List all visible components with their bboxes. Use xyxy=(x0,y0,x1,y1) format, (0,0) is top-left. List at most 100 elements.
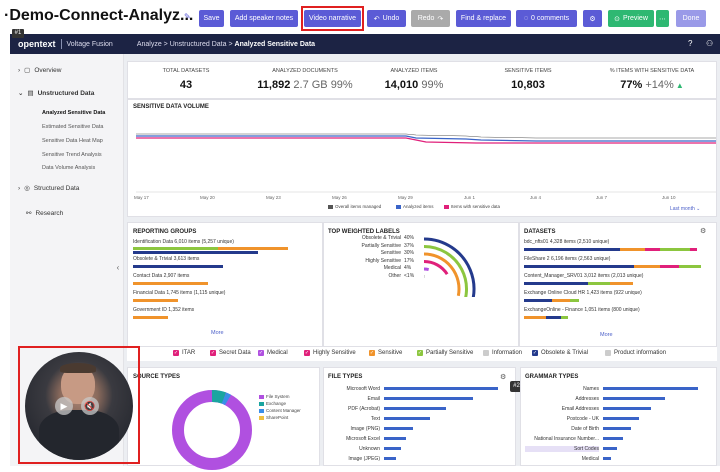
grammartype-label: Email Addresses xyxy=(525,406,599,412)
sidebar-sub-volume[interactable]: Data Volume Analysis xyxy=(42,165,95,171)
dataset-bar-segment xyxy=(610,282,632,285)
checkbox-icon: ✓ xyxy=(304,350,310,356)
filter-checkbox[interactable]: ✓Medical xyxy=(258,350,288,356)
dataset-bar-segment xyxy=(552,299,570,302)
filter-checkbox[interactable]: Information xyxy=(483,350,522,356)
legend-swatch xyxy=(259,416,264,420)
legend-overall[interactable]: Overall items managed xyxy=(328,204,381,209)
reporting-group-label[interactable]: Financial Data 1,745 items (1,115 unique… xyxy=(133,290,225,296)
grammartype-label: Date of Birth xyxy=(525,426,599,432)
dataset-label[interactable]: Content_Manager_SRV01 3,012 items (2,013… xyxy=(524,273,643,279)
play-icon[interactable]: ▶ xyxy=(55,397,73,415)
grammartype-bar xyxy=(603,407,651,410)
dataset-bar-segment xyxy=(660,265,678,268)
add-speaker-notes-button[interactable]: Add speaker notes xyxy=(230,10,298,27)
x-tick-label: May 23 xyxy=(266,195,281,200)
chevron-right-icon: › xyxy=(18,185,20,192)
checkbox-icon xyxy=(605,350,611,356)
comments-button[interactable]: ◌0 comments xyxy=(516,10,577,27)
redo-button[interactable]: Redo↷ xyxy=(411,10,450,27)
weighted-label: Medical xyxy=(384,265,401,271)
filter-checkbox[interactable]: ✓ITAR xyxy=(173,350,195,356)
dataset-label[interactable]: bdc_nfts01 4,328 items (2,510 unique) xyxy=(524,239,609,245)
filter-checkbox[interactable]: ✓Sensitive xyxy=(369,350,402,356)
legend-swatch xyxy=(328,205,333,209)
source-card: SOURCE TYPES File System Exchange Conten… xyxy=(127,367,320,466)
filetype-label: Unknown xyxy=(324,446,380,452)
legend-file-system[interactable]: File System xyxy=(259,394,290,399)
reporting-bar-blue xyxy=(133,251,258,254)
weighted-arc xyxy=(424,269,429,270)
legend-sensitive[interactable]: Items with sensitive data xyxy=(444,204,500,209)
filter-label: Secret Data xyxy=(219,350,251,356)
collapse-sidebar-icon[interactable]: ‹ xyxy=(113,263,123,275)
reporting-bar-orange xyxy=(218,247,288,250)
find-replace-button[interactable]: Find & replace xyxy=(456,10,511,27)
filter-checkbox[interactable]: Product information xyxy=(605,350,666,356)
weighted-label: Obsolete & Trivial xyxy=(362,235,401,241)
sidebar-item-unstructured[interactable]: ⌄▤Unstructured Data xyxy=(18,89,94,97)
sidebar-item-structured[interactable]: ›◎Structured Data xyxy=(18,184,79,192)
user-icon[interactable]: ⚇ xyxy=(706,39,713,48)
filetype-bar xyxy=(384,447,401,450)
edit-title-icon[interactable]: ✎ xyxy=(184,12,191,21)
reporting-bar xyxy=(133,282,208,285)
reporting-group-label[interactable]: Contact Data 2,907 items xyxy=(133,273,189,279)
sidebar-item-overview[interactable]: ›▢Overview xyxy=(18,66,61,74)
done-button[interactable]: Done xyxy=(676,10,706,27)
weighted-pct: 30% xyxy=(404,250,416,256)
sidebar-sub-analyzed[interactable]: Analyzed Sensitive Data xyxy=(42,110,105,116)
settings-button[interactable]: ⚙ xyxy=(583,10,602,27)
sidebar-sub-estimated[interactable]: Estimated Sensitive Data xyxy=(42,124,103,130)
settings-icon[interactable]: ⚙ xyxy=(700,227,706,235)
save-button[interactable]: Save xyxy=(199,10,224,27)
reporting-card: REPORTING GROUPS Identification Data 6,0… xyxy=(127,222,323,347)
breadcrumb-unstructured[interactable]: Unstructured Data xyxy=(170,41,227,48)
reporting-more-link[interactable]: More xyxy=(211,330,224,336)
legend-analyzed[interactable]: Analyzed items xyxy=(396,204,434,209)
filetype-label: Email xyxy=(324,396,380,402)
sidebar-sub-heatmap[interactable]: Sensitive Data Heat Map xyxy=(42,138,103,144)
filter-checkbox[interactable]: ✓Secret Data xyxy=(210,350,251,356)
reporting-group-label[interactable]: Government ID 1,352 items xyxy=(133,307,194,313)
reporting-group-label[interactable]: Identification Data 6,010 items (5,257 u… xyxy=(133,239,234,245)
legend-swatch xyxy=(396,205,401,209)
x-tick-label: Jun 4 xyxy=(530,195,541,200)
presenter-video[interactable]: ▶ 🔇 xyxy=(25,352,133,460)
filetype-bar xyxy=(384,457,396,460)
filter-label: Obsolete & Trivial xyxy=(541,350,588,356)
dataset-label[interactable]: Exchange Online Cloud HR 1,423 items (92… xyxy=(524,290,642,296)
sidebar-sub-trend[interactable]: Sensitive Trend Analysis xyxy=(42,152,102,158)
preview-button[interactable]: ⊙Preview xyxy=(608,10,654,27)
x-tick-label: May 29 xyxy=(398,195,413,200)
presenter-hair xyxy=(60,363,96,373)
dataset-bar-segment xyxy=(524,248,620,251)
legend-exchange[interactable]: Exchange xyxy=(259,401,286,406)
legend-content-manager[interactable]: Content Manager xyxy=(259,408,301,413)
weighted-label: Sensitive xyxy=(381,250,401,256)
reporting-bar xyxy=(133,299,178,302)
grammartype-bar xyxy=(603,387,698,390)
filetype-bar xyxy=(384,437,406,440)
range-dropdown[interactable]: Last month ⌄ xyxy=(670,206,700,212)
breadcrumb-analyze[interactable]: Analyze xyxy=(137,41,162,48)
filetypes-title: FILE TYPES xyxy=(328,374,362,380)
sidebar-item-research[interactable]: ⚯Research xyxy=(26,209,63,217)
settings-icon[interactable]: ⚙ xyxy=(500,373,506,381)
legend-swatch xyxy=(259,395,264,399)
preview-menu-button[interactable]: ⋯ xyxy=(656,10,669,27)
help-icon[interactable]: ? xyxy=(688,39,692,48)
filter-label: Product information xyxy=(614,350,666,356)
filter-checkbox[interactable]: ✓Partially Sensitive xyxy=(417,350,473,356)
volume-chart xyxy=(136,114,716,194)
dataset-label[interactable]: FileShare 2 6,196 items (2,563 unique) xyxy=(524,256,610,262)
legend-sharepoint[interactable]: SharePoint xyxy=(259,415,288,420)
datasets-more-link[interactable]: More xyxy=(600,332,613,338)
reporting-group-label[interactable]: Obsolete & Trivial 3,613 items xyxy=(133,256,199,262)
filter-checkbox[interactable]: ✓Highly Sensitive xyxy=(304,350,356,356)
mute-icon[interactable]: 🔇 xyxy=(81,397,99,415)
undo-button[interactable]: ↶Undo xyxy=(367,10,406,27)
filter-checkbox[interactable]: ✓Obsolete & Trivial xyxy=(532,350,588,356)
dataset-label[interactable]: ExchangeOnline - Finance 1,051 items (80… xyxy=(524,307,640,313)
